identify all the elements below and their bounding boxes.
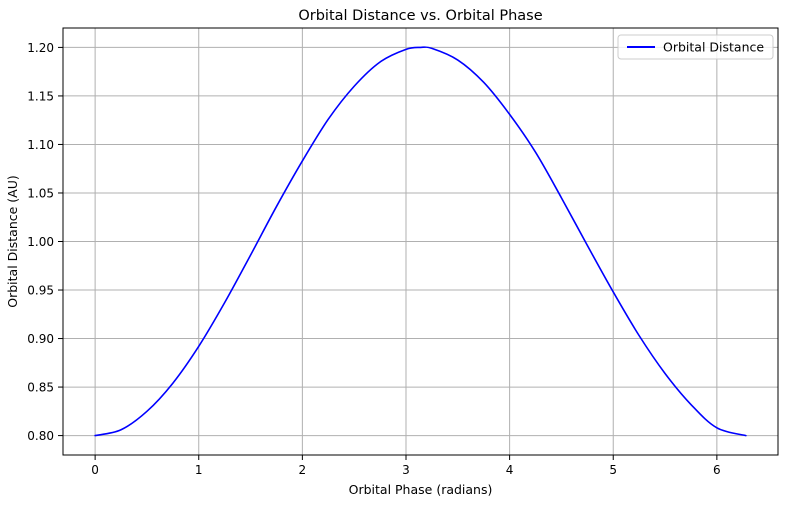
legend: Orbital Distance [617, 34, 774, 60]
y-axis-label: Orbital Distance (AU) [5, 175, 20, 307]
grid [63, 28, 778, 455]
series-layer [94, 46, 747, 437]
y-tick-label: 1.10 [27, 138, 54, 152]
y-tick-label: 1.00 [27, 235, 54, 249]
x-tick-label: 5 [609, 463, 617, 477]
y-tick-label: 1.15 [27, 89, 54, 103]
y-tick-label: 0.95 [27, 284, 54, 298]
x-axis: 0 1 2 3 4 5 6 [91, 455, 721, 477]
x-axis-label: Orbital Phase (radians) [349, 482, 493, 497]
y-tick-label: 1.05 [27, 186, 54, 200]
y-tick-label: 1.20 [27, 41, 54, 55]
x-tick-label: 1 [195, 463, 203, 477]
x-tick-label: 3 [402, 463, 410, 477]
x-tick-label: 4 [506, 463, 514, 477]
y-tick-label: 0.80 [27, 429, 54, 443]
legend-label: Orbital Distance [663, 40, 764, 55]
series-line-orbital-distance [94, 46, 747, 437]
y-tick-label: 0.85 [27, 381, 54, 395]
x-tick-label: 6 [713, 463, 721, 477]
y-axis: 0.80 0.85 0.90 0.95 1.00 1.05 1.10 1.15 1.20 [27, 41, 63, 443]
y-tick-label: 0.90 [27, 332, 54, 346]
x-tick-label: 2 [299, 463, 307, 477]
chart-title: Orbital Distance vs. Orbital Phase [298, 8, 542, 24]
legend-box [617, 34, 774, 60]
x-tick-label: 0 [91, 463, 99, 477]
